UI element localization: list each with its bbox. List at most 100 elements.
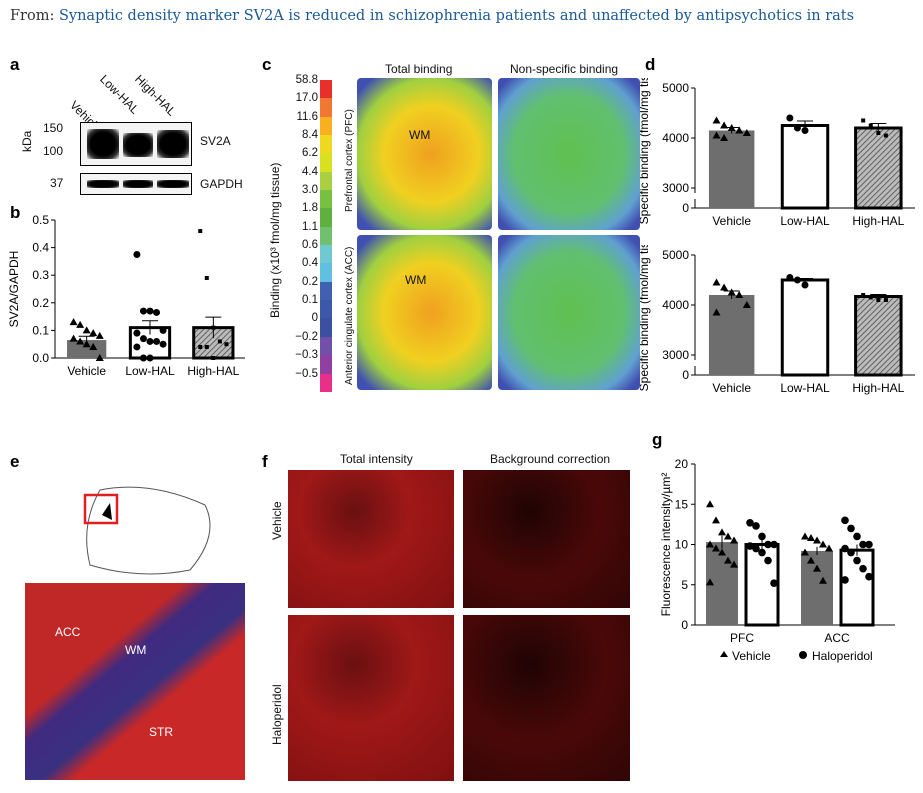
data-point xyxy=(793,124,801,132)
x-tick-label: PFC xyxy=(730,631,754,645)
x-tick-label: High-HAL xyxy=(187,364,239,378)
colorbar-segment xyxy=(320,318,332,337)
data-point xyxy=(770,540,778,549)
wm-label: WM xyxy=(405,273,427,287)
bar xyxy=(854,295,903,377)
data-point xyxy=(82,340,91,348)
wm-label: WM xyxy=(409,128,431,142)
data-point xyxy=(720,283,729,291)
colorbar-segment xyxy=(320,98,332,117)
x-tick-label: Low-HAL xyxy=(125,364,175,378)
colorbar-tick: 1.8 xyxy=(302,202,318,215)
axis-break xyxy=(689,360,701,366)
data-point xyxy=(861,118,866,123)
data-point xyxy=(720,121,729,129)
y-tick-label: 4000 xyxy=(662,298,689,312)
y-tick-label: 3000 xyxy=(662,181,689,195)
row-label-vehicle: Vehicle xyxy=(270,501,284,540)
colorbar-tick: 0 xyxy=(311,312,318,325)
confocal-image-acc-str: ACC WM STR xyxy=(25,583,245,780)
data-point xyxy=(730,560,738,568)
data-point xyxy=(813,536,821,544)
micrograph-haloperidol-total xyxy=(288,615,454,781)
data-point xyxy=(727,124,736,131)
data-point xyxy=(786,274,794,281)
colorbar-segment xyxy=(320,336,332,356)
data-point xyxy=(746,542,754,550)
y-tick-label: 0 xyxy=(682,368,689,382)
data-point xyxy=(89,342,98,350)
colorbar-ticks: 58.8 17.0 11.6 8.4 6.2 4.4 3.0 1.8 1.1 0.6 0.4 0.2 0… xyxy=(280,74,318,386)
data-point xyxy=(159,326,167,334)
chart-d-acc: 0 3000 4000 5000 Specific binding (fmol/mg t… xyxy=(640,245,915,395)
legend-label-haloperidol: Haloperidol xyxy=(812,649,873,663)
band-label-sv2a: SV2A xyxy=(200,134,231,148)
data-point xyxy=(712,308,721,316)
colorbar xyxy=(320,80,332,392)
data-point xyxy=(859,540,867,549)
panel-label-g: g xyxy=(652,430,663,449)
data-point xyxy=(95,354,104,361)
article-link[interactable]: Synaptic density marker SV2A is reduced … xyxy=(58,8,855,24)
data-point xyxy=(153,308,161,316)
autoradiograph-pfc-total: WM xyxy=(357,78,492,230)
data-point xyxy=(793,276,801,284)
data-point xyxy=(76,320,85,328)
y-axis-label: Specific binding (fmol/mg tissue) xyxy=(640,245,651,391)
colorbar-segment xyxy=(320,208,332,227)
data-point xyxy=(712,131,721,139)
panel-label-e: e xyxy=(10,452,20,471)
autoradiograph-acc-total: WM xyxy=(357,235,492,390)
panel-label-a: a xyxy=(10,55,20,74)
x-tick-label: Vehicle xyxy=(67,364,106,378)
bar xyxy=(708,295,755,375)
data-point xyxy=(853,556,861,565)
data-point xyxy=(758,548,766,557)
data-point xyxy=(735,291,744,298)
data-point xyxy=(706,578,714,586)
western-blot-gapdh xyxy=(80,173,192,195)
data-point xyxy=(868,295,873,300)
data-point xyxy=(133,329,141,337)
data-point xyxy=(735,126,744,134)
y-tick-label: 0.4 xyxy=(32,241,49,255)
data-point xyxy=(742,301,751,308)
data-point xyxy=(198,229,203,234)
legend-marker-vehicle xyxy=(720,651,728,657)
autoradiograph-pfc-nonspecific xyxy=(498,78,640,230)
y-tick-label: 0 xyxy=(682,201,689,215)
data-point xyxy=(204,275,209,280)
colorbar-segment xyxy=(320,226,332,246)
colorbar-segment xyxy=(320,153,332,172)
colorbar-tick: 17.0 xyxy=(295,92,318,105)
data-point xyxy=(712,116,721,124)
micrograph-haloperidol-corrected xyxy=(463,615,630,781)
region-label-acc: ACC xyxy=(55,625,81,639)
colorbar-segment xyxy=(320,171,332,191)
colorbar-tick: 0.1 xyxy=(302,294,318,307)
panel-label-b: b xyxy=(10,203,21,222)
data-point xyxy=(813,564,821,572)
data-point xyxy=(770,579,778,587)
y-tick-label: 5 xyxy=(681,578,688,592)
colorbar-segment xyxy=(320,281,332,301)
data-point xyxy=(718,528,726,536)
bar xyxy=(854,126,903,210)
colorbar-tick: −0.2 xyxy=(295,330,318,343)
y-axis-label: Fluorescence intensity/µm² xyxy=(659,473,673,617)
autoradiograph-acc-nonspecific xyxy=(498,235,640,390)
data-point xyxy=(198,344,203,349)
brain-atlas-drawing xyxy=(83,486,211,575)
data-point xyxy=(720,134,729,141)
data-point xyxy=(139,307,147,315)
data-point xyxy=(730,536,738,544)
data-point xyxy=(807,556,815,564)
colorbar-segment xyxy=(320,190,332,209)
x-tick-label: Vehicle xyxy=(712,214,751,228)
panel-label-d: d xyxy=(645,55,656,74)
data-point xyxy=(76,337,85,345)
data-point xyxy=(764,540,772,549)
data-point xyxy=(718,548,726,556)
western-blot-sv2a xyxy=(80,122,192,166)
